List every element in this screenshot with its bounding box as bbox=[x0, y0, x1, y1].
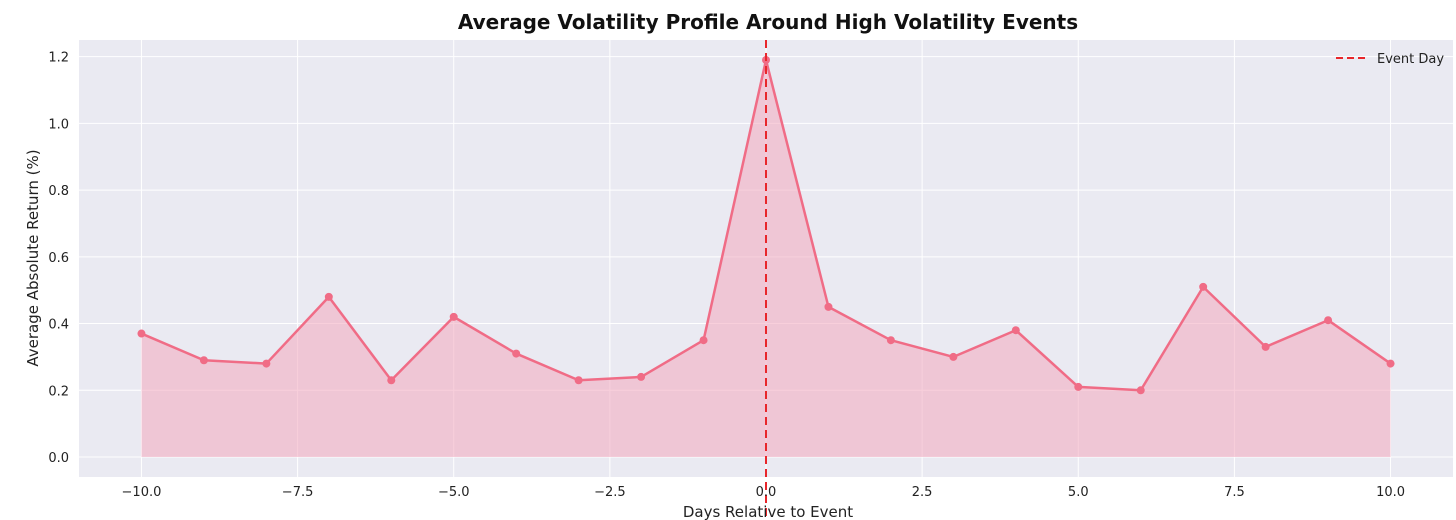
y-tick-label: 0.4 bbox=[48, 318, 69, 333]
data-point bbox=[637, 372, 646, 381]
data-point bbox=[824, 302, 833, 311]
data-point bbox=[1011, 326, 1020, 335]
data-point bbox=[262, 359, 271, 368]
data-point bbox=[1074, 382, 1083, 391]
x-tick-label: −7.5 bbox=[282, 485, 314, 500]
x-axis-label: Days Relative to Event bbox=[683, 503, 853, 520]
x-tick-labels: −10.0 −7.5 −5.0 −2.5 0.0 2.5 5.0 7.5 10.0 bbox=[122, 485, 1405, 500]
y-tick-label: 1.0 bbox=[48, 117, 69, 132]
x-tick-label: −2.5 bbox=[594, 485, 626, 500]
data-point bbox=[699, 336, 708, 345]
x-tick-label: 5.0 bbox=[1068, 485, 1089, 500]
x-tick-label: 10.0 bbox=[1376, 485, 1405, 500]
data-point bbox=[1136, 386, 1145, 395]
series-area-fill bbox=[141, 60, 1391, 457]
data-points-layer bbox=[137, 56, 1395, 395]
y-tick-labels: 0.0 0.2 0.4 0.6 0.8 1.0 1.2 bbox=[48, 51, 69, 466]
legend-event-day-label: Event Day bbox=[1377, 52, 1444, 67]
data-point bbox=[324, 292, 333, 301]
data-point bbox=[137, 329, 146, 338]
y-tick-label: 0.0 bbox=[48, 451, 69, 466]
data-point bbox=[1199, 282, 1208, 291]
data-point bbox=[574, 376, 583, 385]
data-point bbox=[512, 349, 521, 358]
y-axis-label: Average Absolute Return (%) bbox=[24, 149, 42, 366]
data-point bbox=[886, 336, 895, 345]
x-tick-label: 0.0 bbox=[756, 485, 777, 500]
x-tick-label: 7.5 bbox=[1224, 485, 1245, 500]
y-tick-label: 1.2 bbox=[48, 51, 69, 66]
data-point bbox=[387, 376, 396, 385]
data-point bbox=[1261, 342, 1270, 351]
legend: Event Day bbox=[1336, 52, 1444, 67]
data-point bbox=[1386, 359, 1395, 368]
area-fill-layer bbox=[141, 60, 1391, 457]
x-tick-label: 2.5 bbox=[912, 485, 933, 500]
data-point bbox=[1324, 316, 1333, 325]
y-tick-label: 0.6 bbox=[48, 251, 69, 266]
data-point bbox=[199, 356, 208, 365]
x-tick-label: −10.0 bbox=[122, 485, 162, 500]
y-tick-label: 0.2 bbox=[48, 384, 69, 399]
chart-title: Average Volatility Profile Around High V… bbox=[458, 10, 1078, 34]
x-tick-label: −5.0 bbox=[438, 485, 470, 500]
data-point bbox=[949, 352, 958, 361]
data-point bbox=[449, 312, 458, 321]
y-tick-label: 0.8 bbox=[48, 184, 69, 199]
